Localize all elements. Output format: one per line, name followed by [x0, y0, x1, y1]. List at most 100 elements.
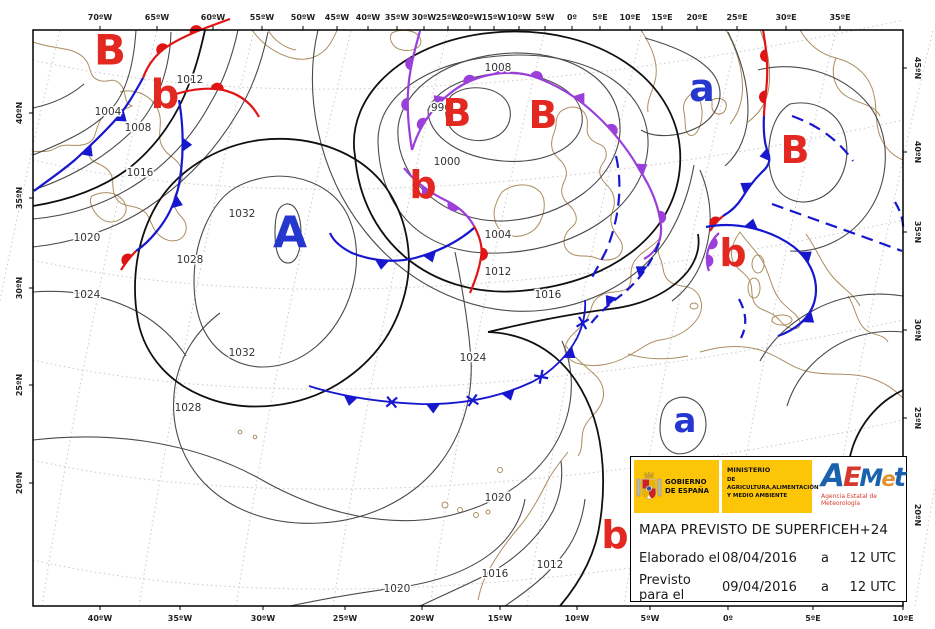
- isobar-value-label: 1012: [485, 266, 512, 278]
- front: [328, 227, 475, 270]
- valid-sep: a: [821, 580, 829, 595]
- front: [169, 82, 260, 118]
- isobar-value-label: 1020: [74, 232, 101, 244]
- lon-label: 20ºE: [686, 13, 707, 22]
- warm-front-semicircle-icon: [463, 74, 476, 84]
- high-pressure-letter: a: [689, 66, 715, 110]
- front: [410, 63, 667, 260]
- warm-front-semicircle-icon: [401, 97, 408, 111]
- cold-front-triangle-icon: [114, 110, 127, 122]
- lat-label: 40ºN: [913, 141, 922, 163]
- cold-front-triangle-icon: [635, 163, 648, 176]
- low-pressure-letter: B: [529, 93, 558, 137]
- gobierno-espana-logo: GOBIERNO DE ESPAÑA: [634, 460, 719, 513]
- cold-front-triangle-icon: [802, 311, 815, 323]
- aemet-letter: M: [859, 464, 883, 492]
- cold-front-triangle-icon: [421, 185, 434, 198]
- warm-front-semicircle-icon: [480, 247, 488, 261]
- lat-label: 45ºN: [913, 57, 922, 79]
- warm-front-semicircle-icon: [416, 117, 427, 130]
- front: [738, 298, 747, 339]
- lat-label: 25ºN: [15, 374, 24, 396]
- aemet-letter: e: [881, 467, 895, 491]
- isobar-value-label: 1008: [485, 62, 512, 74]
- lon-label: 5ºW: [641, 614, 660, 623]
- front: [401, 30, 422, 151]
- lon-label: 15ºW: [482, 13, 507, 22]
- isobar-value-label: 1028: [175, 402, 202, 414]
- lat-label: 40ºN: [15, 102, 24, 124]
- lon-label: 50ºW: [291, 13, 316, 22]
- warm-front-semicircle-icon: [760, 49, 768, 63]
- elaborated-sep: a: [821, 551, 829, 566]
- lat-label: 35ºN: [913, 221, 922, 243]
- isobar-value-label: 996: [431, 102, 451, 114]
- front: [791, 114, 854, 162]
- isobar-value-label: 1012: [537, 559, 564, 571]
- ministerio-line1: MINISTERIO: [726, 466, 771, 474]
- lat-label: 35ºN: [15, 187, 24, 209]
- valid-row: Previsto para el 09/04/2016 a 12 UTC: [631, 573, 906, 603]
- coastlines: [32, 29, 904, 601]
- lon-label: 40ºW: [356, 13, 381, 22]
- low-pressure-letter: B: [781, 128, 810, 172]
- cold-front-triangle-icon: [422, 251, 437, 263]
- low-pressure-letter: b: [151, 72, 180, 118]
- front: [588, 242, 661, 327]
- isobar-value-label: 1032: [229, 208, 256, 220]
- lat-label: 20ºN: [913, 504, 922, 526]
- front: [722, 115, 771, 217]
- lon-label: 0º: [567, 13, 578, 22]
- valid-date: 09/04/2016: [722, 580, 797, 595]
- aemet-logo: AEMet Agencia Estatal de Meteorología: [815, 458, 907, 513]
- aemet-letter: t: [893, 463, 907, 493]
- gobierno-line1: GOBIERNO: [665, 478, 707, 487]
- isobar-value-label: 1020: [485, 492, 512, 504]
- elaborated-label: Elaborado el: [639, 551, 721, 566]
- lon-label: 15ºE: [651, 13, 672, 22]
- ministerio-line2: DE AGRICULTURA,ALIMENTACIÓN: [726, 476, 819, 491]
- front: [468, 225, 488, 294]
- lon-label: 10ºW: [565, 614, 590, 623]
- isobar-value-label: 1024: [460, 352, 487, 364]
- map-frame: [32, 29, 904, 607]
- high-pressure-letter: a: [674, 401, 697, 441]
- lat-label: 20ºN: [15, 472, 24, 494]
- lon-label: 15ºW: [488, 614, 513, 623]
- lon-label: 25ºW: [436, 13, 461, 22]
- warm-front-semicircle-icon: [759, 90, 767, 104]
- cold-front-triangle-icon: [744, 218, 758, 230]
- map-title-row: MAPA PREVISTO DE SUPERFICE H+24: [631, 516, 906, 544]
- aemet-letter: A: [820, 458, 845, 494]
- front: [759, 29, 769, 117]
- spain-coat-of-arms-icon: [636, 471, 662, 499]
- isobar-value-label: 1004: [95, 106, 122, 118]
- cold-front-triangle-icon: [182, 137, 193, 152]
- front: [771, 202, 903, 253]
- high-pressure-letter: A: [273, 208, 307, 259]
- lon-label: 0º: [723, 614, 734, 623]
- logos-row: GOBIERNO DE ESPAÑA MINISTERIO DE AGRICUL…: [631, 457, 906, 515]
- isobar-value-label: 1016: [127, 167, 154, 179]
- isobar-value-label: 1032: [229, 347, 256, 359]
- cold-front-triangle-icon: [605, 295, 618, 307]
- warm-front-semicircle-icon: [706, 254, 714, 268]
- frontolysis-cross-icon: [533, 369, 549, 384]
- gobierno-line2: DE ESPAÑA: [665, 486, 710, 495]
- lon-label: 30ºW: [412, 13, 437, 22]
- low-pressure-letter: B: [94, 26, 126, 75]
- warm-front-semicircle-icon: [405, 57, 414, 71]
- warm-front-semicircle-icon: [156, 43, 168, 54]
- forecast-info-panel: GOBIERNO DE ESPAÑA MINISTERIO DE AGRICUL…: [630, 456, 907, 603]
- lon-label: 20ºW: [410, 614, 435, 623]
- lon-label: 10ºW: [507, 13, 532, 22]
- front: [135, 99, 193, 252]
- front: [589, 155, 621, 282]
- aemet-letter: E: [842, 462, 862, 493]
- cold-front-triangle-icon: [426, 403, 441, 414]
- lon-label: 35ºE: [829, 13, 850, 22]
- isobar-value-label: 1016: [482, 568, 509, 580]
- lat-label: 25ºN: [913, 407, 922, 429]
- front: [120, 250, 137, 271]
